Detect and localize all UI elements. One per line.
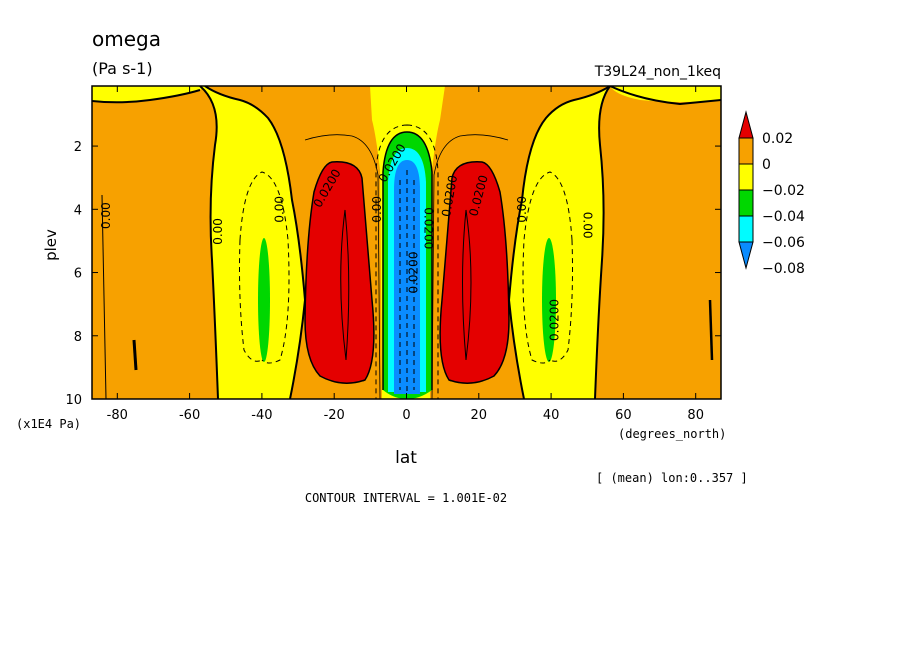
contour-lines [92,86,721,399]
contour-label: 0.00 [273,196,287,223]
contour-dashed-lines [239,124,573,399]
x-tick-label: -60 [179,408,200,423]
y-tick-label: 2 [74,140,82,155]
colorbar-swatch-max [738,110,754,139]
colorbar-swatch [738,215,754,243]
colorbar-swatch-min [738,241,754,270]
y-tick-label: 4 [74,203,82,218]
contour-zero-south-band-inner [204,86,307,399]
fill-green-cell-north [542,238,556,362]
x-tick-label: -80 [107,408,128,423]
x-axis-label: lat [395,448,417,468]
contour-zero-south-polar [101,194,107,399]
contour-zero-south-band [199,86,219,399]
chart-title: omega [92,27,161,51]
contour-thin-north [431,134,509,399]
mean-note: [ (mean) lon:0..357 ] [596,471,748,485]
x-tick-label: 40 [543,408,560,423]
contour-black-polar-south [132,339,138,371]
run-label: T39L24_non_1keq [594,64,721,80]
contour-label: 0.00 [99,202,113,229]
contour-inner-south [340,209,350,361]
contour-dashed-north [522,171,573,364]
contour-label: 0.00 [581,212,595,239]
colorbar-label: −0.06 [762,235,805,251]
colorbar-label: −0.08 [762,261,805,277]
contour-interval: CONTOUR INTERVAL = 1.001E-02 [305,491,507,505]
contour-label: 0.00 [211,218,225,245]
fill-red-cell-north [440,161,509,384]
x-tick-label: 0 [402,408,410,423]
colorbar-swatch [738,137,754,165]
contour-label: 0.0200 [547,299,561,341]
contour-updraft-outer [382,131,433,390]
contour-red-south-outline [304,161,375,384]
contour-inner-north [462,209,472,361]
fill-red-cell-south [305,161,374,384]
fill-yellow-band-south [200,86,305,399]
colorbar-label: −0.04 [762,209,805,225]
x-tick-label: 20 [471,408,488,423]
contour-dashed-south [239,171,290,364]
contour-label: 0.0200 [422,207,436,249]
colorbar-swatch [738,189,754,217]
x-axis: -80 -60 -40 -20 0 20 40 60 80 [107,86,704,423]
y-axis-unit: (x1E4 Pa) [16,417,81,431]
contour-dashed-updraft [375,124,439,399]
y-axis-label: plev [42,229,60,261]
contour-thin-south [304,134,381,399]
contour-black-polar-north [708,299,714,361]
contour-zero-north-band-inner [507,86,611,399]
fill-yellow-band-north [509,86,610,399]
chart-units: (Pa s-1) [92,59,153,78]
x-axis-unit: (degrees_north) [618,427,726,441]
colorbar-label: −0.02 [762,183,805,199]
colorbar-label: 0 [762,157,771,173]
contour-label: 0.00 [515,196,529,223]
x-tick-label: 60 [615,408,632,423]
contour-zero-top-left [92,89,201,104]
contour-zero-north-band [594,86,611,399]
x-tick-label: -20 [324,408,345,423]
contour-label: 0.00 [370,196,384,223]
colorbar-label: 0.02 [762,131,793,147]
y-tick-label: 8 [74,330,82,345]
fill-green-cell-south [258,238,270,362]
x-tick-label: 80 [687,408,704,423]
colorbar: 0.02 0 −0.02 −0.04 −0.06 −0.08 [738,110,805,277]
y-tick-label: 6 [74,267,82,282]
plot-area: 0.00 0.00 0.00 0.0200 0.00 0.0200 0.00 0.00 0.02… [92,86,721,399]
contour-zero-top-right [609,86,721,106]
contour-red-north-outline [439,161,510,384]
colorbar-swatch [738,163,754,191]
y-tick-label: 10 [65,393,82,408]
x-tick-label: -40 [251,408,272,423]
contour-dashed-updraft-inner [399,170,415,392]
contour-label: 0.0200 [406,252,420,294]
y-axis: 2 4 6 8 10 [65,140,721,408]
